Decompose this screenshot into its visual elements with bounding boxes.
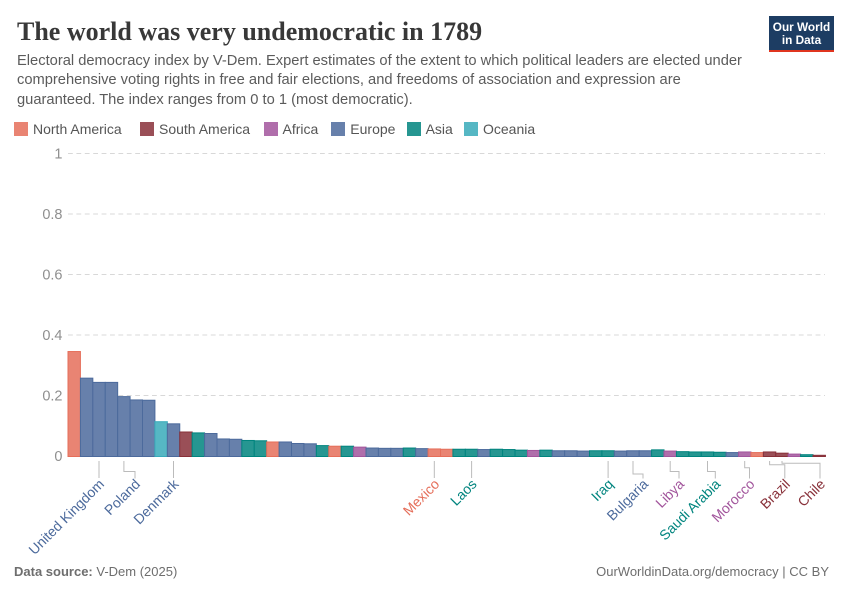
svg-text:0: 0 — [54, 449, 62, 465]
svg-text:Mexico: Mexico — [400, 476, 443, 519]
svg-text:Iraq: Iraq — [588, 476, 616, 504]
svg-text:Laos: Laos — [447, 476, 480, 509]
svg-text:Chile: Chile — [794, 476, 828, 510]
svg-text:0.6: 0.6 — [42, 268, 62, 284]
svg-text:United Kingdom: United Kingdom — [25, 476, 107, 558]
svg-text:Brazil: Brazil — [757, 476, 793, 512]
svg-text:0.4: 0.4 — [42, 328, 62, 344]
svg-text:1: 1 — [54, 147, 62, 163]
svg-text:0.8: 0.8 — [42, 207, 62, 223]
svg-text:0.2: 0.2 — [42, 389, 62, 405]
